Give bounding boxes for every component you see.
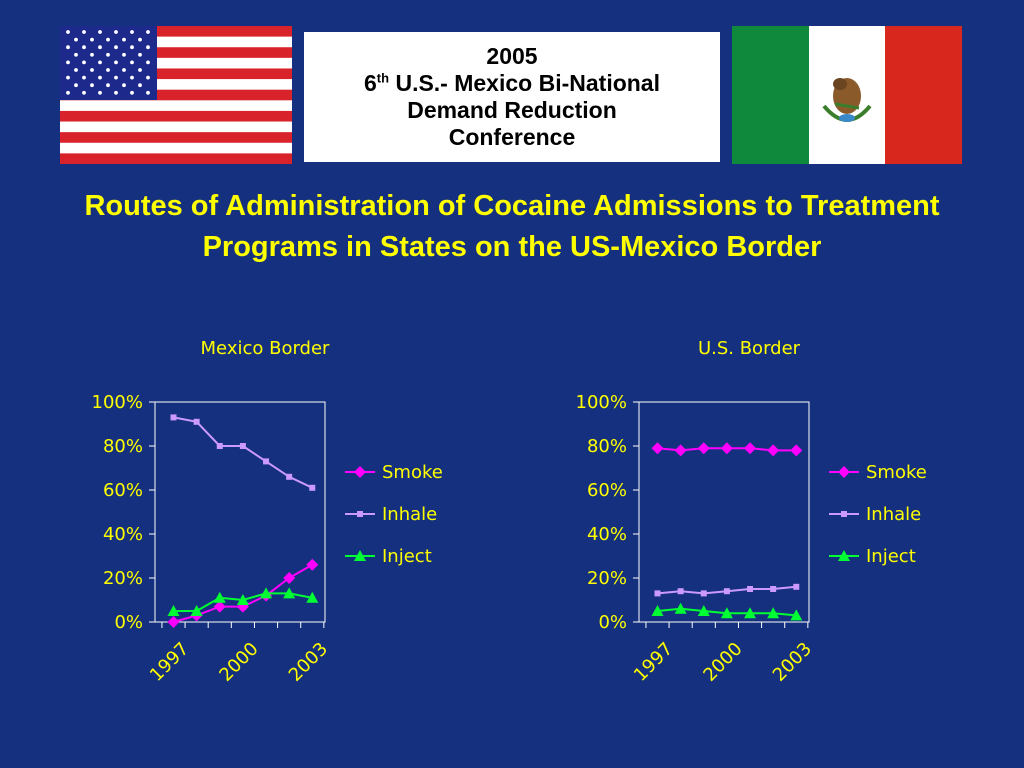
data-point-inhale bbox=[793, 583, 800, 590]
legend-label-inject: Inject bbox=[382, 546, 432, 567]
legend-label-inhale: Inhale bbox=[382, 504, 437, 525]
x-tick-label: 2000 bbox=[699, 638, 746, 685]
legend-label-inhale: Inhale bbox=[866, 504, 921, 525]
data-point-inject bbox=[236, 594, 249, 605]
data-point-smoke bbox=[283, 572, 296, 584]
y-tick-label: 40% bbox=[587, 524, 627, 545]
chart-title: U.S. Border bbox=[698, 338, 801, 359]
data-point-smoke bbox=[213, 600, 226, 613]
data-point-smoke bbox=[790, 444, 803, 457]
data-point-inject bbox=[744, 607, 757, 619]
data-point-inhale bbox=[170, 414, 177, 421]
y-tick-label: 100% bbox=[576, 392, 627, 413]
data-point-smoke bbox=[651, 442, 664, 455]
data-point-inhale bbox=[263, 458, 270, 465]
data-point-inject bbox=[283, 587, 296, 599]
conference-line3: Conference bbox=[448, 124, 576, 150]
data-point-smoke bbox=[767, 444, 780, 457]
data-point-inject bbox=[260, 587, 273, 599]
plot-area bbox=[154, 401, 326, 623]
legend-marker-inhale bbox=[357, 511, 363, 517]
data-point-smoke bbox=[167, 616, 180, 628]
data-point-inject bbox=[674, 602, 687, 614]
legend-label-inject: Inject bbox=[866, 546, 916, 567]
conference-ordinal-suffix: th bbox=[376, 70, 390, 86]
y-tick-label: 60% bbox=[103, 480, 143, 501]
data-point-inject bbox=[651, 605, 664, 616]
mexico-border-chart: Mexico Border 0% 20% 40% 60% 80% 100% 1997 2000 2… bbox=[92, 338, 443, 686]
data-point-inject bbox=[167, 605, 180, 616]
data-point-inhale bbox=[286, 473, 293, 480]
data-point-smoke bbox=[744, 442, 757, 455]
x-tick-label: 1997 bbox=[630, 638, 677, 685]
y-tick-label: 20% bbox=[103, 568, 143, 589]
legend-marker-inhale bbox=[841, 511, 847, 517]
mexico-flag-icon bbox=[732, 26, 962, 164]
data-point-inject bbox=[213, 591, 226, 603]
data-point-inhale bbox=[654, 590, 661, 597]
x-tick-label: 1997 bbox=[146, 638, 193, 685]
data-point-inject bbox=[306, 591, 319, 603]
x-tick-label: 2000 bbox=[215, 638, 262, 685]
us-border-chart: U.S. Border 0% 20% 40% 60% 80% 100% 1997 2000 200… bbox=[576, 338, 927, 686]
data-point-inject bbox=[767, 607, 780, 619]
legend-marker-inject bbox=[354, 550, 366, 561]
data-point-smoke bbox=[236, 600, 249, 613]
legend-label-smoke: Smoke bbox=[382, 462, 443, 483]
y-tick-label: 40% bbox=[103, 524, 143, 545]
data-point-inhale bbox=[677, 588, 684, 595]
coat-of-arms-icon bbox=[822, 78, 872, 122]
data-point-smoke bbox=[674, 444, 687, 457]
data-point-inject bbox=[790, 609, 803, 621]
slide-title: Routes of Administration of Cocaine Admi… bbox=[84, 190, 940, 263]
data-point-smoke bbox=[697, 442, 710, 455]
y-tick-label: 20% bbox=[587, 568, 627, 589]
legend-marker-inject bbox=[838, 550, 850, 561]
legend-marker-smoke bbox=[354, 466, 366, 478]
data-point-inhale bbox=[239, 443, 246, 449]
data-point-inhale bbox=[309, 484, 316, 491]
data-point-inhale bbox=[723, 588, 730, 595]
data-point-inhale bbox=[770, 586, 777, 592]
y-tick-label: 100% bbox=[92, 392, 143, 413]
data-point-inject bbox=[697, 605, 710, 616]
legend-label-smoke: Smoke bbox=[866, 462, 927, 483]
y-tick-label: 80% bbox=[587, 436, 627, 457]
conference-line1-rest: U.S.- Mexico Bi-National bbox=[389, 70, 660, 96]
data-point-smoke bbox=[306, 558, 319, 571]
conference-year: 2005 bbox=[486, 43, 538, 69]
conference-line1: 6th U.S.- Mexico Bi-National bbox=[364, 70, 660, 97]
y-tick-label: 80% bbox=[103, 436, 143, 457]
x-tick-label: 2003 bbox=[285, 638, 332, 685]
data-point-inhale bbox=[700, 590, 707, 597]
x-tick-label: 2003 bbox=[769, 638, 816, 685]
y-tick-label: 0% bbox=[598, 612, 627, 633]
data-point-inject bbox=[720, 607, 733, 619]
plot-area bbox=[638, 401, 810, 623]
conference-ordinal: 6 bbox=[363, 70, 377, 96]
y-tick-label: 60% bbox=[587, 480, 627, 501]
conference-title-box: 2005 6th U.S.- Mexico Bi-National Demand… bbox=[304, 32, 720, 162]
y-tick-label: 0% bbox=[114, 612, 143, 633]
data-point-smoke bbox=[720, 442, 733, 455]
data-point-inhale bbox=[747, 586, 754, 592]
data-point-inject bbox=[190, 605, 203, 616]
conference-line2: Demand Reduction bbox=[407, 97, 617, 123]
chart-title: Mexico Border bbox=[201, 338, 331, 359]
data-point-inhale bbox=[216, 443, 223, 449]
data-point-inhale bbox=[193, 418, 200, 425]
us-flag-icon bbox=[60, 26, 292, 164]
legend-marker-smoke bbox=[838, 466, 850, 478]
